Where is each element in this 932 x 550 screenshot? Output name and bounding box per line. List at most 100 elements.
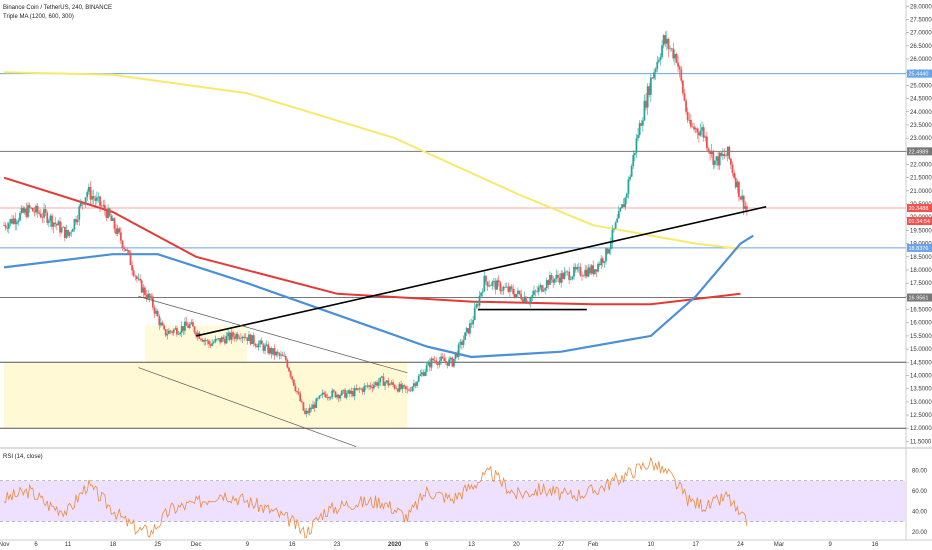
price-tick-label: 25.0000 [910,83,932,89]
candle-body [718,152,721,166]
candle-body [601,258,604,263]
candle-body [715,156,718,161]
candle-body [388,384,391,386]
candle-body [408,389,410,391]
candle-body [416,381,418,386]
candle-body [315,398,318,408]
candle-body [529,297,532,303]
price-tag-label: 01:34:54 [909,219,930,225]
candle-body [648,86,651,95]
time-tick-label: 18 [110,542,117,548]
candle-body [339,395,342,399]
candle-body [643,100,646,121]
candle-body [593,269,596,275]
candle-body [265,344,268,346]
candle-body [707,148,710,152]
candle-body [86,191,89,198]
candles [3,30,748,418]
price-tick-label: 12.0000 [910,426,932,432]
candle-body [385,380,388,383]
candle-body [585,269,588,277]
candle-body [177,333,180,335]
candle-body [609,243,612,250]
candle-body [702,127,705,138]
candle-body [435,360,438,364]
candle-body [302,402,305,411]
candle-body [401,384,404,389]
candle-body [571,276,574,280]
candle-body [124,248,127,251]
candle-body [326,397,329,398]
rsi-title: RSI (14, close) [3,454,43,460]
candle-body [217,338,220,339]
channel-upper-line[interactable] [138,296,408,374]
candle-body [284,356,287,360]
trendline-line[interactable] [195,205,767,337]
candle-body [318,395,321,399]
candle-body [14,218,17,225]
candle-body [161,322,164,326]
axes[interactable]: 28.000027.500027.000026.500026.000025.50… [0,4,932,548]
price-tick-label: 27.0000 [910,31,932,37]
candle-body [62,226,65,228]
time-tick-label: 6 [34,542,38,548]
candle-body [521,299,524,302]
candle-body [11,219,13,224]
level-tag-label: 22.4989 [909,149,929,155]
candle-body [576,267,579,270]
candle-body [107,208,109,218]
candle-body [372,384,375,389]
candle-body [185,321,188,326]
candle-body [278,353,281,356]
candle-body [411,386,414,391]
candle-body [92,196,95,199]
candle-body [673,54,676,59]
candle-body [515,293,518,298]
candle-body [734,177,737,188]
candle-body [212,342,215,344]
candle-body [627,179,630,194]
drawings[interactable] [138,205,767,448]
price-tick-label: 13.5000 [910,387,932,393]
candle-body [81,202,84,204]
time-tick-label: Nov [0,542,9,548]
candle-body [129,252,132,266]
candle-body [574,266,577,270]
candle-body [396,388,399,392]
candle-body [446,361,449,366]
candle-body [95,197,98,201]
channel-lower-line[interactable] [138,367,357,448]
candle-body [641,120,644,126]
candle-body [523,296,526,302]
candle-body [448,359,451,366]
candle-body [502,286,505,291]
candle-body [203,340,206,342]
candle-body [685,100,687,112]
candle-body [725,155,727,157]
candle-body [169,330,172,332]
candle-body [156,310,159,317]
candle-body [353,388,356,397]
candle-body [126,250,129,251]
candle-body [15,222,18,225]
candle-body [400,383,402,389]
candle-body [36,205,39,213]
candle-body [681,80,684,94]
candle-body [54,222,57,224]
candle-body [491,281,494,286]
candle-body [465,328,468,333]
candle-body [310,407,313,409]
candle-body [219,338,222,343]
candle-body [379,377,382,383]
candle-body [497,280,500,283]
candle-body [251,335,254,345]
candle-body [622,204,625,208]
candle-body [720,152,723,156]
moving-averages [3,71,754,359]
candle-body [377,382,380,386]
candle-body [254,343,257,347]
candle-body [509,286,511,292]
candle-body [420,372,423,375]
